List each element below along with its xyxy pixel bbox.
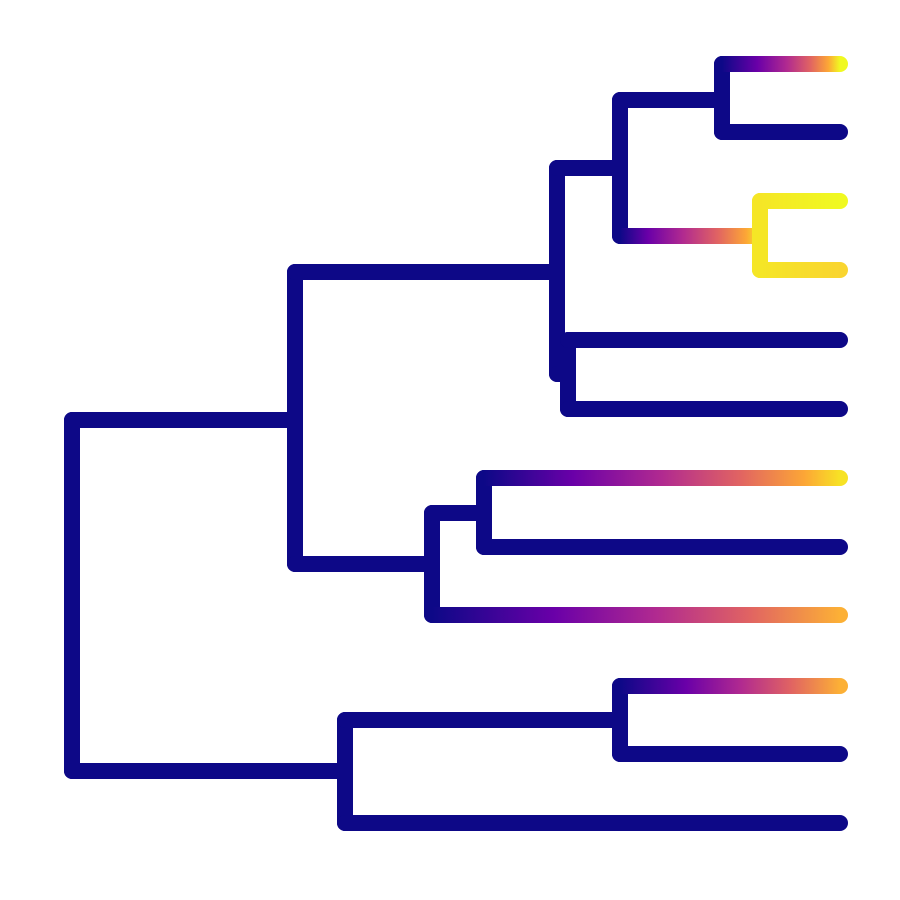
tree-branches bbox=[64, 56, 848, 831]
